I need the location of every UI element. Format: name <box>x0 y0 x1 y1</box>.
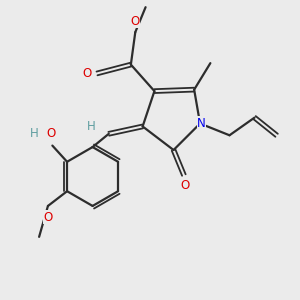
Text: O: O <box>82 67 91 80</box>
Text: H: H <box>87 120 95 133</box>
Text: O: O <box>43 211 52 224</box>
Text: O: O <box>131 14 140 28</box>
Text: O: O <box>181 179 190 192</box>
Text: H: H <box>30 127 39 140</box>
Text: N: N <box>197 117 206 130</box>
Text: O: O <box>46 127 56 140</box>
